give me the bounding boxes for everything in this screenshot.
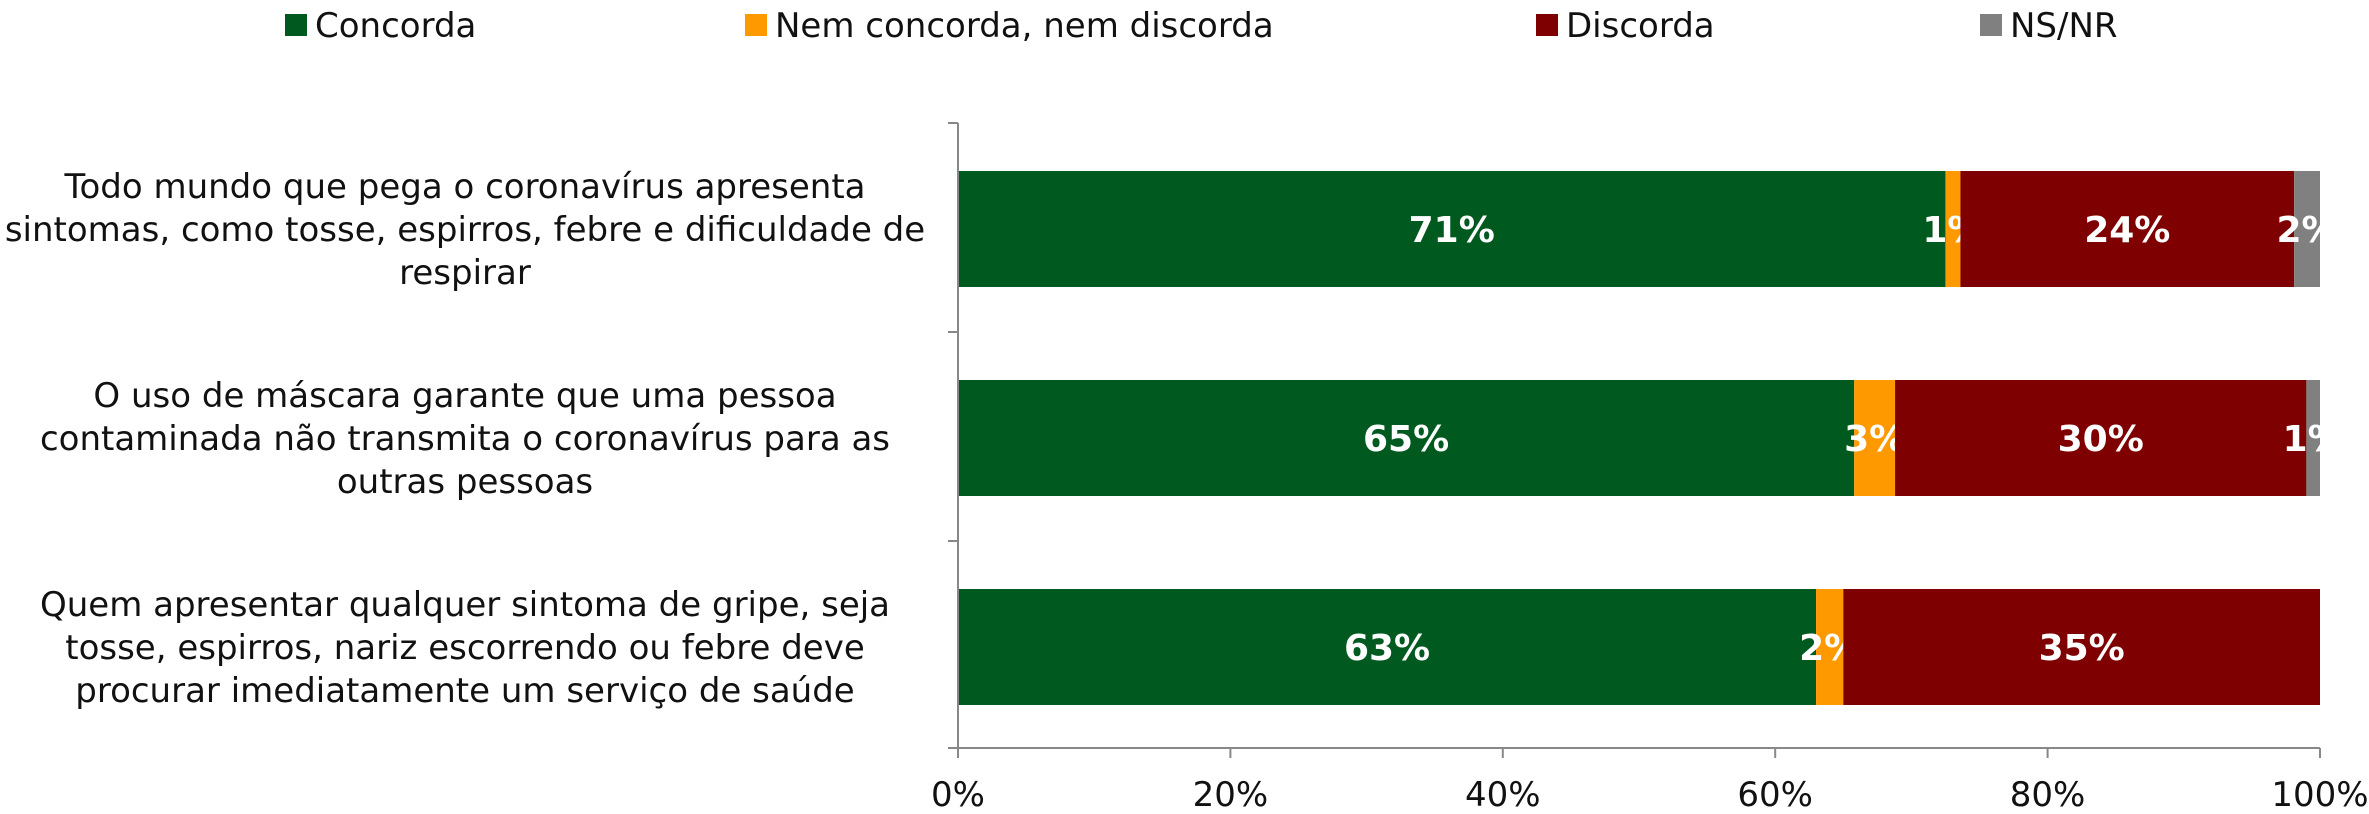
- bar-segment: [1895, 380, 2307, 496]
- data-label: 1%: [2283, 419, 2344, 460]
- bar-segment: [1960, 171, 2295, 287]
- category-label: Todo mundo que pega o coronavírus aprese…: [63, 167, 865, 207]
- legend-swatch: [285, 14, 307, 36]
- bar-segment: [2294, 171, 2320, 287]
- category-label: respirar: [399, 253, 531, 293]
- category-label: outras pessoas: [337, 462, 593, 502]
- bar-segment: [958, 380, 1855, 496]
- category-label: O uso de máscara garante que uma pessoa: [93, 376, 836, 416]
- x-tick-label: 40%: [1465, 775, 1541, 814]
- bar-segment: [958, 589, 1817, 705]
- category-label: contaminada não transmita o coronavírus …: [40, 419, 890, 459]
- x-tick-label: 20%: [1193, 775, 1269, 814]
- x-tick-label: 100%: [2271, 775, 2368, 814]
- bar-segment: [1854, 380, 1896, 496]
- bar-segment: [2306, 380, 2320, 496]
- x-tick-label: 60%: [1737, 775, 1813, 814]
- data-label: 71%: [1409, 210, 1495, 251]
- category-label: procurar imediatamente um serviço de saú…: [75, 671, 854, 711]
- category-label: sintomas, como tosse, espirros, febre e …: [5, 210, 925, 250]
- data-label: 65%: [1363, 419, 1449, 460]
- legend-label: Discorda: [1566, 6, 1715, 46]
- legend-label: NS/NR: [2010, 6, 2118, 46]
- category-label: Quem apresentar qualquer sintoma de grip…: [40, 585, 890, 625]
- legend-swatch: [1980, 14, 2002, 36]
- data-label: 30%: [2058, 419, 2144, 460]
- category-label: tosse, espirros, nariz escorrendo ou feb…: [65, 628, 864, 668]
- data-label: 35%: [2039, 628, 2125, 669]
- x-tick-label: 80%: [2010, 775, 2086, 814]
- data-label: 3%: [1844, 419, 1905, 460]
- legend-label: Concorda: [315, 6, 476, 46]
- bar-segment: [1816, 589, 1844, 705]
- x-tick-label: 0%: [931, 775, 985, 814]
- bar-segment: [958, 171, 1946, 287]
- data-label: 2%: [2276, 210, 2337, 251]
- bar-segment: [1843, 589, 2320, 705]
- data-label: 24%: [2084, 210, 2170, 251]
- legend-swatch: [745, 14, 767, 36]
- legend-label: Nem concorda, nem discorda: [775, 6, 1274, 46]
- legend-swatch: [1536, 14, 1558, 36]
- bar-segment: [1945, 171, 1961, 287]
- data-label: 63%: [1344, 628, 1430, 669]
